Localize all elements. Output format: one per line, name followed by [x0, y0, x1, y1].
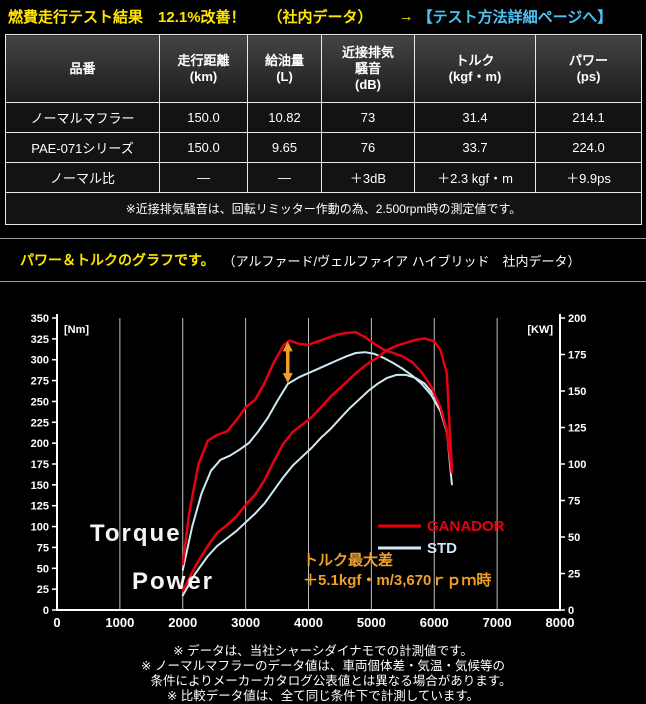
svg-text:0: 0 — [53, 615, 60, 630]
svg-text:175: 175 — [31, 459, 49, 471]
footnotes: ※ データは、当社シャーシダイナモでの計測値です。 ※ ノーマルマフラーのデータ… — [0, 644, 646, 704]
chart-area: 0 25 50 75 100 125 150 175 200 225 250 275 300 325 350… — [0, 288, 646, 640]
test-method-detail-link[interactable]: 【テスト方法詳細ページへ】 — [417, 8, 613, 26]
graph-section-title: パワー＆トルクのグラフです。 — [20, 252, 215, 268]
col-header-noise: 近接排気 騒音 (dB) — [321, 34, 415, 103]
svg-text:325: 325 — [31, 334, 49, 346]
footnote-line: ※ 比較データ値は、全て同じ条件下で計測しています。 — [166, 689, 480, 703]
svg-text:50: 50 — [568, 532, 580, 544]
svg-text:6000: 6000 — [420, 615, 449, 630]
svg-text:1000: 1000 — [105, 615, 134, 630]
svg-text:200: 200 — [568, 313, 586, 325]
graph-section-header: パワー＆トルクのグラフです。 （アルファード/ヴェルファイア ハイブリッド 社内… — [0, 238, 646, 282]
table-cell: 76 — [321, 132, 415, 163]
svg-text:200: 200 — [31, 438, 49, 450]
col-header-torque: トルク (kgf・m) — [414, 34, 536, 103]
svg-text:175: 175 — [568, 350, 586, 362]
table-note: ※近接排気騒音は、回転リミッター作動の為、2.500rpm時の測定値です。 — [5, 192, 642, 225]
svg-text:75: 75 — [37, 542, 49, 554]
footnote-line: ※ データは、当社シャーシダイナモでの計測値です。 — [173, 644, 473, 658]
table-cell: 9.65 — [247, 132, 322, 163]
header-bar: 燃費走行テスト結果 12.1%改善！ （社内データ） → 【テスト方法詳細ページ… — [0, 0, 646, 32]
table-cell: — — [159, 162, 248, 193]
svg-text:0: 0 — [568, 605, 574, 617]
arrow-icon: → — [398, 7, 414, 25]
svg-text:250: 250 — [31, 396, 49, 408]
svg-text:2000: 2000 — [168, 615, 197, 630]
table-cell: 33.7 — [414, 132, 536, 163]
svg-text:4000: 4000 — [294, 615, 323, 630]
spec-table-wrap: 品番 走行距離 (km) 給油量 (L) 近接排気 騒音 (dB) トルク (k… — [5, 34, 642, 225]
table-cell: ノーマルマフラー — [5, 102, 160, 133]
svg-text:150: 150 — [31, 480, 49, 492]
svg-text:[KW]: [KW] — [527, 324, 553, 336]
svg-text:0: 0 — [43, 605, 49, 617]
svg-text:3000: 3000 — [231, 615, 260, 630]
svg-text:300: 300 — [31, 355, 49, 367]
svg-text:350: 350 — [31, 313, 49, 325]
svg-text:トルク最大差: トルク最大差 — [303, 551, 393, 569]
table-cell: 150.0 — [159, 132, 248, 163]
svg-text:8000: 8000 — [546, 615, 575, 630]
col-header-distance: 走行距離 (km) — [159, 34, 248, 103]
svg-text:5000: 5000 — [357, 615, 386, 630]
table-cell: PAE-071シリーズ — [5, 132, 160, 163]
table-cell: 214.1 — [535, 102, 642, 133]
table-row: ノーマルマフラー 150.0 10.82 73 31.4 214.1 — [5, 102, 642, 133]
table-cell: 224.0 — [535, 132, 642, 163]
svg-text:275: 275 — [31, 376, 49, 388]
svg-text:25: 25 — [37, 584, 49, 596]
svg-text:125: 125 — [31, 501, 49, 513]
table-cell: ノーマル比 — [5, 162, 160, 193]
svg-text:＋5.1kgf・m/3,670ｒｐｍ時: ＋5.1kgf・m/3,670ｒｐｍ時 — [303, 571, 491, 590]
table-cell: — — [247, 162, 322, 193]
table-cell: 31.4 — [414, 102, 536, 133]
fuel-test-table: 品番 走行距離 (km) 給油量 (L) 近接排気 騒音 (dB) トルク (k… — [5, 34, 642, 225]
table-row: ノーマル比 — — ＋3dB ＋2.3 kgf・m ＋9.9ps — [5, 162, 642, 193]
svg-text:Torque: Torque — [90, 520, 182, 547]
col-header-power: パワー (ps) — [535, 34, 642, 103]
col-header-part: 品番 — [5, 34, 160, 103]
svg-text:7000: 7000 — [483, 615, 512, 630]
footnote-line: ※ ノーマルマフラーのデータ値は、車両個体差・気温・気候等の — [141, 659, 505, 673]
header-note: （社内データ） — [267, 8, 373, 26]
svg-text:STD: STD — [427, 540, 457, 557]
svg-text:50: 50 — [37, 563, 49, 575]
svg-text:100: 100 — [568, 459, 586, 471]
col-header-fuel: 給油量 (L) — [247, 34, 322, 103]
svg-text:75: 75 — [568, 496, 580, 508]
table-cell: 150.0 — [159, 102, 248, 133]
graph-section-subtitle: （アルファード/ヴェルファイア ハイブリッド 社内データ） — [222, 253, 581, 269]
table-header-row: 品番 走行距離 (km) 給油量 (L) 近接排気 騒音 (dB) トルク (k… — [5, 34, 642, 103]
table-cell: 10.82 — [247, 102, 322, 133]
table-cell: ＋2.3 kgf・m — [414, 162, 536, 193]
svg-text:100: 100 — [31, 522, 49, 534]
table-row: PAE-071シリーズ 150.0 9.65 76 33.7 224.0 — [5, 132, 642, 163]
svg-text:225: 225 — [31, 417, 49, 429]
svg-text:Power: Power — [132, 568, 214, 595]
page-title: 燃費走行テスト結果 12.1%改善！ — [8, 8, 246, 26]
power-torque-chart: 0255075100125150175200225250275300325350… — [31, 313, 587, 630]
table-cell: ＋9.9ps — [535, 162, 642, 193]
svg-text:150: 150 — [568, 386, 586, 398]
table-cell: ＋3dB — [321, 162, 415, 193]
svg-text:[Nm]: [Nm] — [64, 324, 89, 336]
svg-text:125: 125 — [568, 423, 586, 435]
svg-text:GANADOR: GANADOR — [427, 518, 505, 535]
table-note-row: ※近接排気騒音は、回転リミッター作動の為、2.500rpm時の測定値です。 — [5, 192, 642, 225]
svg-text:25: 25 — [568, 569, 580, 581]
table-cell: 73 — [321, 102, 415, 133]
footnote-line: 条件によりメーカーカタログ公表値とは異なる場合があります。 — [134, 674, 512, 688]
